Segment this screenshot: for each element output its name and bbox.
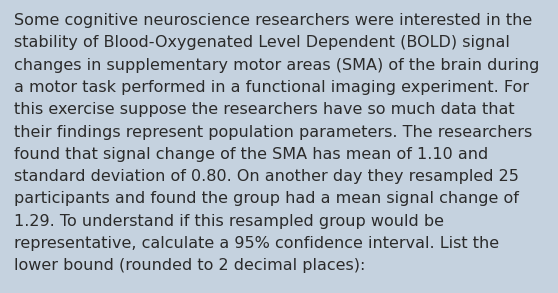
Text: participants and found the group had a mean signal change of: participants and found the group had a m… xyxy=(14,191,519,206)
Text: changes in supplementary motor areas (SMA) of the brain during: changes in supplementary motor areas (SM… xyxy=(14,58,540,73)
Text: this exercise suppose the researchers have so much data that: this exercise suppose the researchers ha… xyxy=(14,102,514,117)
Text: Some cognitive neuroscience researchers were interested in the: Some cognitive neuroscience researchers … xyxy=(14,13,532,28)
Text: representative, calculate a 95% confidence interval. List the: representative, calculate a 95% confiden… xyxy=(14,236,499,251)
Text: standard deviation of 0.80. On another day they resampled 25: standard deviation of 0.80. On another d… xyxy=(14,169,519,184)
Text: stability of Blood-Oxygenated Level Dependent (BOLD) signal: stability of Blood-Oxygenated Level Depe… xyxy=(14,35,510,50)
Text: lower bound (rounded to 2 decimal places):: lower bound (rounded to 2 decimal places… xyxy=(14,258,365,273)
Text: 1.29. To understand if this resampled group would be: 1.29. To understand if this resampled gr… xyxy=(14,214,444,229)
Text: a motor task performed in a functional imaging experiment. For: a motor task performed in a functional i… xyxy=(14,80,529,95)
Text: their findings represent population parameters. The researchers: their findings represent population para… xyxy=(14,125,532,139)
Text: found that signal change of the SMA has mean of 1.10 and: found that signal change of the SMA has … xyxy=(14,147,488,162)
